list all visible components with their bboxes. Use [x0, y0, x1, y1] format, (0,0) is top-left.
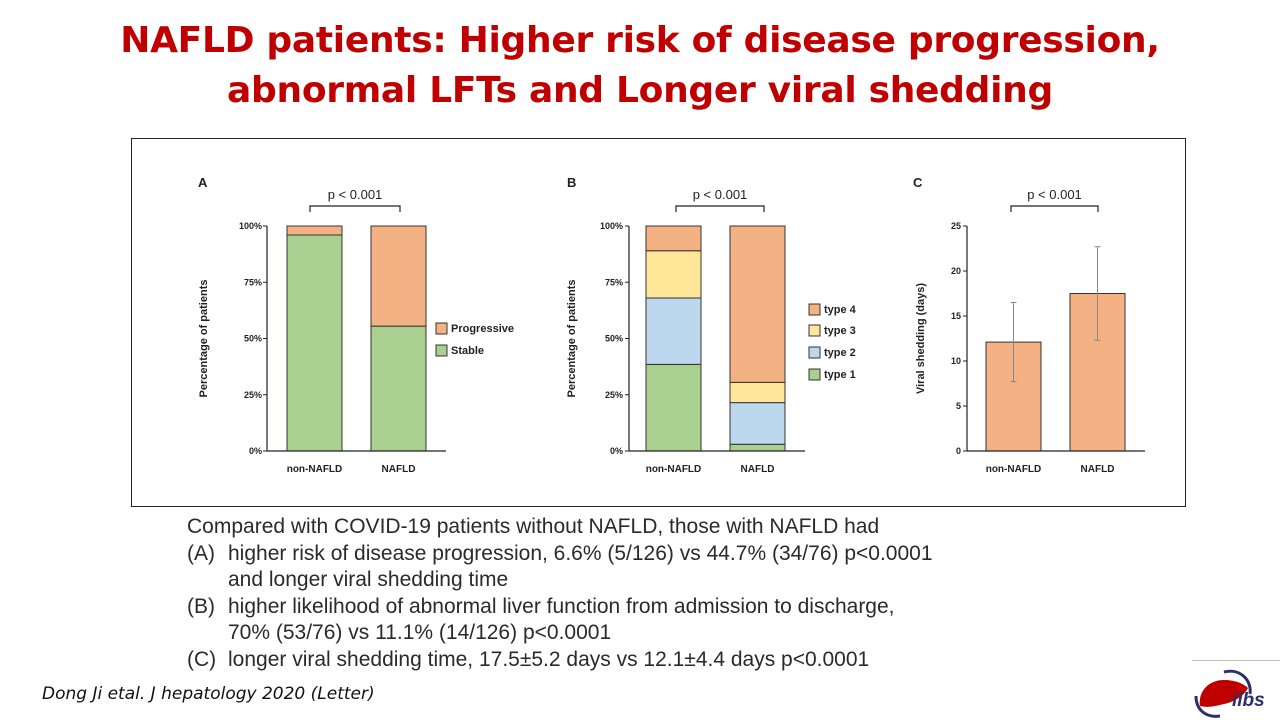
summary-item-c: (C) longer viral shedding time, 17.5±5.2… — [187, 647, 1187, 674]
panel-b-y-axis-label: Percentage of patients — [566, 280, 578, 398]
panel-a-category-label-1: NAFLD — [382, 464, 416, 475]
logo-divider — [1192, 660, 1280, 661]
summary-a-line1: higher risk of disease progression, 6.6%… — [228, 541, 933, 565]
panel-a-ytick-label-2: 50% — [244, 334, 262, 344]
panel-b-bar-1-seg-0 — [729, 443, 786, 452]
panel-c-ytick-label-5: 25 — [951, 221, 961, 231]
panel-b-legend-swatch-1 — [808, 324, 821, 337]
panel-a-y-axis-label: Percentage of patients — [198, 280, 210, 398]
summary-intro: Compared with COVID-19 patients without … — [187, 515, 880, 538]
panel-b-ytick-label-3: 75% — [605, 277, 623, 287]
panel-b-bar-1-seg-3 — [729, 225, 786, 383]
panel-b-bar-0-seg-2 — [645, 250, 702, 299]
panel-b-legend-label-3: type 1 — [824, 369, 856, 381]
citation: Dong Ji etal. J hepatology 2020 (Letter) — [42, 684, 375, 704]
panel-a-ytick-label-1: 25% — [244, 390, 262, 400]
summary-item-b: (B) higher likelihood of abnormal liver … — [187, 594, 1187, 621]
panel-a-ytick-label-0: 0% — [249, 446, 262, 456]
panel-b-ytick-label-0: 0% — [610, 446, 623, 456]
panel-a-ytick-label-4: 100% — [239, 221, 262, 231]
panel-b-bar-1-seg-1 — [729, 402, 786, 445]
summary-b-line1: higher likelihood of abnormal liver func… — [228, 594, 895, 618]
panel-c-letter: C — [913, 175, 923, 190]
summary-b-line2: 70% (53/76) vs 11.1% (14/126) p<0.0001 — [228, 621, 612, 644]
panel-c-p-value: p < 0.001 — [1027, 187, 1082, 202]
panel-a-legend-swatch-0 — [435, 322, 448, 335]
panel-b-significance-bracket — [675, 205, 765, 212]
panel-a-bar-1-seg-0 — [370, 325, 427, 452]
panel-b-ytick-label-1: 25% — [605, 390, 623, 400]
panel-a-p-value: p < 0.001 — [328, 187, 383, 202]
panel-c-ytick-label-3: 15 — [951, 311, 961, 321]
logo-text: ilbs — [1232, 690, 1265, 711]
panel-b-legend-swatch-0 — [808, 303, 821, 316]
panel-c-y-axis-label: Viral shedding (days) — [915, 283, 927, 394]
panel-a-bar-1-seg-1 — [370, 225, 427, 327]
panel-b-legend-swatch-3 — [808, 368, 821, 381]
panel-a-category-label-0: non-NAFLD — [287, 464, 343, 475]
panel-c-significance-bracket — [1010, 205, 1099, 212]
slide-title: NAFLD patients: Higher risk of disease p… — [40, 16, 1240, 116]
panel-c-ytick-label-0: 0 — [956, 446, 961, 456]
panel-b-letter: B — [567, 175, 576, 190]
panel-b-category-label-0: non-NAFLD — [646, 464, 702, 475]
panel-a-significance-bracket — [309, 205, 401, 212]
summary-b-label: (B) — [187, 594, 215, 618]
panel-c-ytick-label-4: 20 — [951, 266, 961, 276]
panel-c-category-label-0: non-NAFLD — [986, 464, 1042, 475]
liver-icon — [1194, 669, 1252, 718]
panel-b-category-label-1: NAFLD — [741, 464, 775, 475]
panel-b-bar-0-seg-1 — [645, 297, 702, 365]
summary-text: Compared with COVID-19 patients without … — [187, 514, 1187, 673]
summary-item-a: (A) higher risk of disease progression, … — [187, 541, 1187, 568]
title-line-1: NAFLD patients: Higher risk of disease p… — [120, 20, 1160, 61]
summary-a-line2: and longer viral shedding time — [228, 568, 509, 591]
panel-b-ytick-label-4: 100% — [600, 221, 623, 231]
panel-c-ytick-label-1: 5 — [956, 401, 961, 411]
panel-a-bar-0-seg-1 — [286, 225, 343, 236]
panel-b-legend-label-2: type 2 — [824, 347, 856, 359]
summary-a-label: (A) — [187, 541, 215, 565]
panel-a-bar-0-seg-0 — [286, 234, 343, 452]
panel-b-legend-swatch-2 — [808, 346, 821, 359]
panel-a-ytick-label-3: 75% — [244, 277, 262, 287]
panel-c-category-label-1: NAFLD — [1081, 464, 1115, 475]
panel-a-legend-swatch-1 — [435, 344, 448, 357]
panel-b-bar-0-seg-3 — [645, 225, 702, 252]
title-line-2: abnormal LFTs and Longer viral shedding — [227, 70, 1053, 111]
summary-c-line1: longer viral shedding time, 17.5±5.2 day… — [228, 647, 870, 671]
panel-b-bar-1-seg-2 — [729, 381, 786, 404]
panel-a-legend-label-1: Stable — [451, 345, 484, 357]
panel-a-letter: A — [198, 175, 208, 190]
summary-c-label: (C) — [187, 647, 217, 671]
panel-b-bar-0-seg-0 — [645, 363, 702, 452]
panel-b-p-value: p < 0.001 — [693, 187, 748, 202]
panel-b-legend-label-0: type 4 — [824, 304, 857, 316]
panel-b-legend-label-1: type 3 — [824, 325, 856, 337]
panel-a-legend-label-0: Progressive — [451, 323, 514, 335]
ilbs-logo: ilbs — [1192, 660, 1280, 720]
panel-b-ytick-label-2: 50% — [605, 334, 623, 344]
panel-c-ytick-label-2: 10 — [951, 356, 961, 366]
